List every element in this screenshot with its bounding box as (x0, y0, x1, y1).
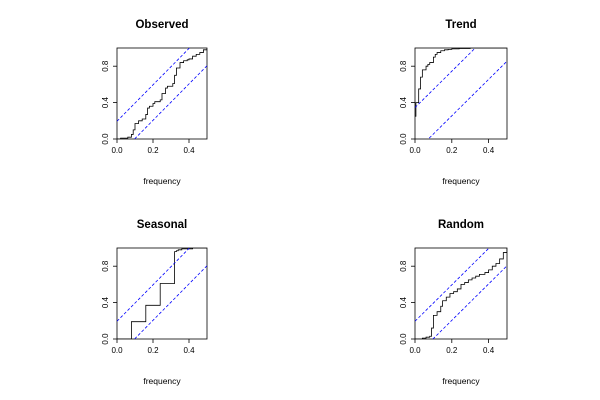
upper-bound-line (415, 248, 490, 322)
y-tick-label: 0.0 (101, 133, 110, 145)
x-axis-label: frequency (442, 376, 480, 386)
x-tick-label: 0.2 (147, 346, 159, 355)
plot-frame (116, 247, 208, 340)
lower-bound-line (427, 60, 507, 139)
x-tick-label: 0.2 (147, 146, 159, 155)
y-tick-label: 0.4 (399, 296, 408, 308)
x-axis-label: frequency (442, 176, 480, 186)
x-axis-label: frequency (143, 176, 181, 186)
upper-bound-line (117, 48, 191, 122)
panel-observed: Observed 0.0 0.2 0.4 0.0 0.4 0.8 frequency (101, 19, 208, 186)
lower-bound-line (133, 65, 207, 139)
x-tick-label: 0.0 (409, 146, 421, 155)
upper-bound-line (415, 48, 476, 108)
x-tick-label: 0.4 (183, 346, 195, 355)
panel-title: Random (438, 219, 484, 231)
y-tick-label: 0.4 (101, 296, 110, 308)
x-axis-label: frequency (143, 376, 181, 386)
panel-random: Random 0.0 0.2 0.4 0.0 0.4 0.8 frequency (399, 219, 508, 386)
y-tick-label: 0.8 (101, 260, 110, 272)
y-tick-label: 0.8 (101, 60, 110, 72)
x-tick-label: 0.2 (446, 346, 458, 355)
panel-title: Trend (445, 19, 476, 31)
y-tick-label: 0.4 (101, 96, 110, 108)
x-tick-label: 0.0 (409, 346, 421, 355)
y-tick-label: 0.8 (399, 260, 408, 272)
panel-seasonal: Seasonal 0.0 0.2 0.4 0.0 0.4 0.8 frequency (101, 219, 208, 386)
plot-frame (414, 247, 508, 340)
y-tick-label: 0.0 (399, 333, 408, 345)
plot-frame (414, 47, 508, 140)
panel-trend: Trend 0.0 0.2 0.4 0.0 0.4 0.8 frequency (399, 19, 508, 186)
lower-bound-line (133, 265, 207, 339)
cumulative-periodogram-line (415, 48, 507, 117)
panel-title: Seasonal (137, 219, 188, 231)
y-tick-label: 0.4 (399, 96, 408, 108)
x-tick-label: 0.0 (111, 146, 123, 155)
y-tick-label: 0.8 (399, 60, 408, 72)
cumulative-periodogram-line (117, 48, 207, 139)
y-tick-label: 0.0 (101, 333, 110, 345)
cumulative-periodogram-line (415, 248, 507, 339)
x-tick-label: 0.4 (183, 146, 195, 155)
x-tick-label: 0.4 (483, 346, 495, 355)
plot-frame (116, 47, 208, 140)
lower-bound-line (432, 265, 507, 339)
x-tick-label: 0.2 (446, 146, 458, 155)
upper-bound-line (117, 248, 191, 322)
y-tick-label: 0.0 (399, 133, 408, 145)
cumulative-periodogram-line (117, 248, 207, 339)
x-tick-label: 0.0 (111, 346, 123, 355)
x-tick-label: 0.4 (483, 146, 495, 155)
panel-title: Observed (135, 19, 188, 31)
